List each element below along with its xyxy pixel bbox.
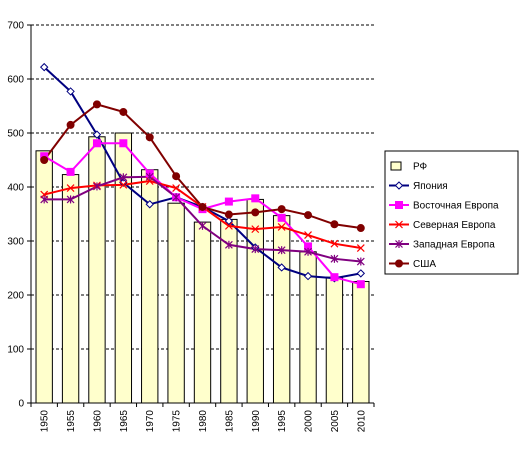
marker-circle xyxy=(277,205,286,214)
legend-label: США xyxy=(413,259,436,270)
x-tick-label: 2010 xyxy=(356,410,367,433)
marker-square xyxy=(277,213,286,222)
marker-diamond xyxy=(92,130,102,139)
marker-diamond xyxy=(356,269,366,278)
marker-diamond xyxy=(303,271,313,281)
x-tick-label: 1990 xyxy=(251,410,262,433)
marker-diamond xyxy=(119,178,128,187)
marker-diamond xyxy=(277,263,286,272)
marker-circle xyxy=(172,172,181,181)
y-tick-label: 500 xyxy=(7,129,24,140)
marker-diamond xyxy=(394,181,404,190)
legend-box xyxy=(384,150,519,275)
lines-layer xyxy=(39,62,366,289)
marker-circle xyxy=(395,259,403,268)
marker-square xyxy=(330,273,339,282)
bar-rf xyxy=(272,215,291,404)
x-tick-label: 1960 xyxy=(92,410,103,433)
marker-circle xyxy=(198,202,207,211)
y-tick-label: 200 xyxy=(7,291,24,302)
legend-label: Япония xyxy=(413,181,448,192)
marker-x xyxy=(251,225,260,234)
marker-x xyxy=(66,184,75,193)
marker-circle xyxy=(92,100,101,109)
marker-diamond xyxy=(224,216,234,226)
x-tick-label: 1965 xyxy=(119,410,130,433)
legend-label: Восточная Европа xyxy=(413,201,499,212)
legend-label: РФ xyxy=(413,162,428,173)
marker-circle xyxy=(251,208,260,217)
y-tick-label: 100 xyxy=(7,345,24,356)
x-tick-label: 2005 xyxy=(330,410,341,433)
y-tick-label: 700 xyxy=(7,21,24,32)
legend-swatch-rf xyxy=(390,161,402,171)
marker-square xyxy=(224,197,233,206)
marker-x xyxy=(304,231,312,239)
bar-rf xyxy=(352,281,370,404)
x-tick-label: 1955 xyxy=(66,410,77,433)
marker-circle xyxy=(304,211,313,220)
y-tick-label: 600 xyxy=(7,75,24,86)
marker-circle xyxy=(66,120,75,129)
x-tick-label: 1975 xyxy=(172,410,183,433)
bar-rf xyxy=(167,202,185,404)
x-tick-label: 1950 xyxy=(40,410,51,433)
axes xyxy=(27,24,375,407)
marker-square xyxy=(251,194,260,203)
x-tick-labels: 1950 1955 1960 1965 1970 1975 1980 1985 1990 1995… xyxy=(40,410,368,433)
marker-square xyxy=(92,139,101,148)
marker-x xyxy=(395,220,403,229)
x-tick-label: 1980 xyxy=(198,410,209,433)
marker-x xyxy=(277,223,286,231)
marker-circle xyxy=(40,156,49,164)
x-tick-label: 1985 xyxy=(224,410,235,433)
marker-x xyxy=(172,184,181,193)
marker-x xyxy=(119,180,128,189)
marker-square xyxy=(395,201,403,209)
y-tick-label: 0 xyxy=(18,399,24,410)
y-tick-label: 300 xyxy=(7,237,24,248)
x-tick-label: 1970 xyxy=(145,410,156,433)
bar-rf xyxy=(193,221,212,404)
marker-x xyxy=(356,244,365,252)
marker-circle xyxy=(330,220,339,229)
legend: РФ Япония Восточная Европа Северная Европа З… xyxy=(384,150,519,275)
y-tick-label: 400 xyxy=(7,183,24,194)
x-tick-label: 2000 xyxy=(304,410,315,433)
legend-label: Западная Европа xyxy=(413,240,495,251)
y-tick-labels: 0 100 200 300 400 500 600 700 xyxy=(7,21,24,410)
marker-circle xyxy=(356,224,365,233)
bars-layer xyxy=(35,132,370,404)
marker-diamond xyxy=(145,200,154,209)
marker-circle xyxy=(145,133,154,142)
bar-rf xyxy=(88,136,106,404)
bar-rf xyxy=(61,174,80,404)
marker-diamond xyxy=(66,87,75,96)
bar-rf xyxy=(325,276,344,404)
marker-circle xyxy=(224,210,233,219)
marker-square xyxy=(119,139,128,148)
marker-diamond xyxy=(39,62,49,72)
bar-rf xyxy=(35,150,53,404)
marker-x xyxy=(224,221,233,230)
legend-label: Северная Европа xyxy=(413,220,496,231)
x-tick-label: 1995 xyxy=(277,410,288,433)
marker-square xyxy=(66,167,75,176)
marker-square xyxy=(356,280,365,289)
marker-x xyxy=(330,239,339,248)
marker-circle xyxy=(119,107,128,116)
